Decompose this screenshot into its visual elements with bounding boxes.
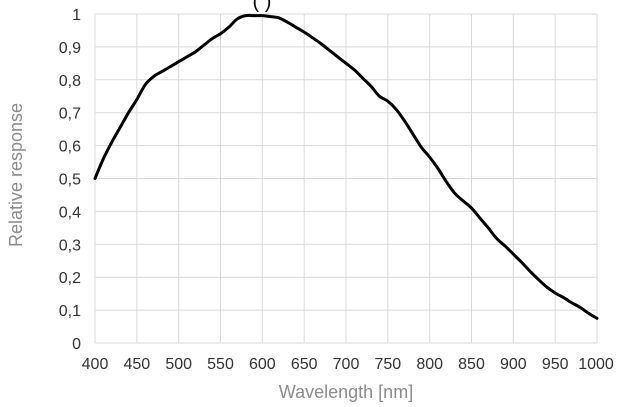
y-tick-label: 0,2 — [59, 270, 81, 287]
y-axis-ticks: 0 0,1 0,2 0,3 0,4 0,5 0,6 0,7 0,8 0,9 1 — [59, 7, 81, 353]
x-tick-label: 400 — [82, 356, 109, 373]
y-tick-label: 0,1 — [59, 303, 81, 320]
y-tick-label: 0,4 — [59, 204, 81, 221]
x-tick-label: 650 — [291, 356, 318, 373]
series-line-relative-response — [93, 13, 599, 320]
series-layer — [93, 13, 599, 320]
y-tick-label: 1 — [72, 7, 81, 24]
x-tick-label: 750 — [374, 356, 401, 373]
x-tick-label: 1000 — [578, 356, 614, 373]
y-tick-label: 0,8 — [59, 73, 81, 90]
y-tick-label: 0,5 — [59, 172, 81, 189]
x-tick-label: 500 — [165, 356, 192, 373]
y-axis-title: Relative response — [6, 103, 26, 247]
x-tick-label: 800 — [416, 356, 443, 373]
chart-title-fragment: ( ) — [253, 0, 272, 13]
x-tick-label: 900 — [500, 356, 527, 373]
x-tick-label: 600 — [249, 356, 276, 373]
y-tick-label: 0 — [72, 336, 81, 353]
y-tick-label: 0,9 — [59, 40, 81, 57]
x-tick-label: 850 — [458, 356, 485, 373]
grid — [94, 13, 598, 344]
x-axis-title: Wavelength [nm] — [279, 382, 413, 402]
y-tick-label: 0,3 — [59, 237, 81, 254]
y-tick-label: 0,6 — [59, 139, 81, 156]
x-tick-label: 450 — [123, 356, 150, 373]
y-tick-label: 0,7 — [59, 106, 81, 123]
x-axis-ticks: 400 450 500 550 600 650 700 750 800 850 900 950 1000 — [82, 356, 614, 373]
x-tick-label: 550 — [207, 356, 234, 373]
x-tick-label: 950 — [542, 356, 569, 373]
x-tick-label: 700 — [333, 356, 360, 373]
